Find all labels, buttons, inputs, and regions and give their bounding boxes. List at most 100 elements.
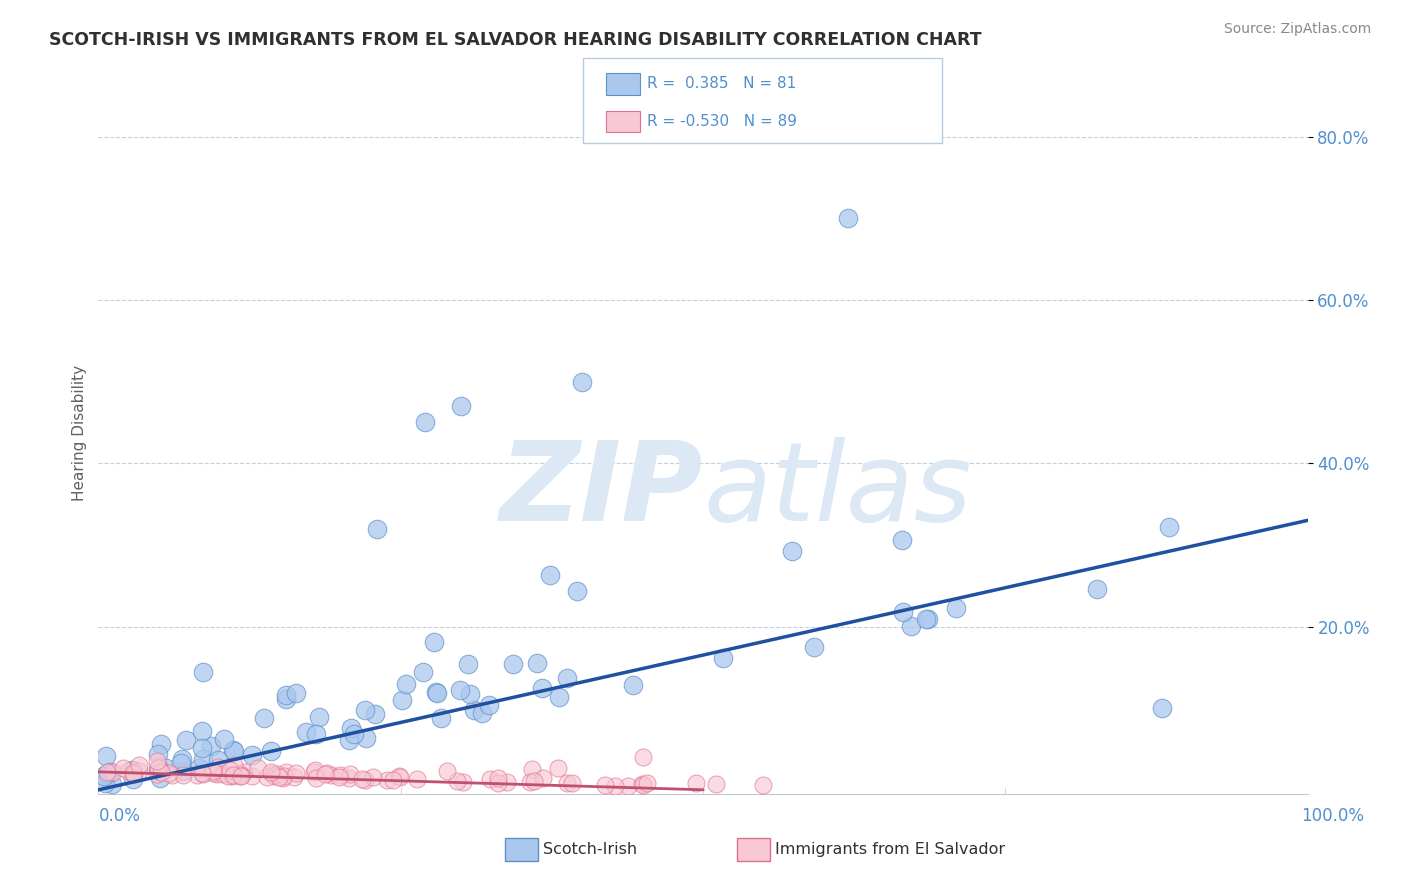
Point	[837, 211, 859, 226]
Point	[502, 657, 524, 672]
Point	[891, 605, 914, 619]
Point	[231, 768, 253, 782]
Point	[193, 767, 215, 781]
Point	[304, 763, 326, 777]
Point	[221, 769, 243, 783]
Point	[149, 771, 172, 785]
Point	[406, 772, 429, 786]
Point	[337, 772, 360, 786]
Point	[704, 777, 727, 791]
Point	[605, 779, 627, 793]
Point	[339, 766, 361, 780]
Point	[555, 671, 578, 685]
Text: ZIP: ZIP	[499, 437, 703, 544]
Point	[636, 776, 658, 790]
Point	[486, 776, 509, 790]
Point	[436, 764, 458, 779]
Text: Source: ZipAtlas.com: Source: ZipAtlas.com	[1223, 22, 1371, 37]
Point	[207, 767, 229, 781]
Point	[122, 772, 145, 787]
Point	[233, 765, 256, 780]
Point	[900, 618, 922, 632]
Point	[229, 769, 252, 783]
Point	[93, 769, 115, 783]
Point	[593, 778, 616, 792]
Point	[547, 761, 569, 775]
Point	[207, 760, 229, 774]
Point	[329, 768, 352, 782]
Point	[94, 748, 117, 763]
Text: 100.0%: 100.0%	[1301, 807, 1364, 825]
Point	[425, 685, 447, 699]
Point	[343, 727, 366, 741]
Point	[631, 778, 654, 792]
Text: Scotch-Irish: Scotch-Irish	[543, 842, 637, 856]
Point	[478, 772, 501, 787]
Point	[413, 416, 436, 430]
Point	[630, 777, 652, 791]
Point	[423, 635, 446, 649]
Point	[451, 775, 474, 789]
Point	[246, 762, 269, 776]
Point	[561, 776, 583, 790]
Text: atlas: atlas	[703, 437, 972, 544]
Point	[945, 601, 967, 615]
Point	[207, 753, 229, 767]
Point	[363, 706, 385, 721]
Point	[273, 769, 295, 783]
Point	[128, 764, 150, 779]
Point	[530, 681, 553, 696]
Point	[170, 756, 193, 770]
Point	[526, 656, 548, 670]
Point	[478, 698, 501, 712]
Point	[522, 763, 544, 777]
Point	[224, 744, 246, 758]
Point	[172, 764, 194, 778]
Point	[222, 757, 245, 772]
Point	[429, 711, 451, 725]
Point	[117, 764, 139, 778]
Point	[218, 763, 240, 777]
Point	[128, 758, 150, 772]
Point	[111, 761, 134, 775]
Point	[146, 760, 169, 774]
Point	[150, 765, 173, 780]
Point	[354, 772, 377, 787]
Point	[193, 665, 215, 679]
Point	[212, 767, 235, 781]
Point	[486, 771, 509, 785]
Point	[685, 776, 707, 790]
Text: Immigrants from El Salvador: Immigrants from El Salvador	[775, 842, 1005, 856]
Y-axis label: Hearing Disability: Hearing Disability	[72, 365, 87, 500]
Point	[100, 765, 122, 780]
Point	[555, 775, 578, 789]
Point	[260, 764, 283, 779]
Point	[172, 752, 194, 766]
Point	[366, 522, 388, 536]
Point	[266, 767, 288, 781]
Point	[267, 770, 290, 784]
Point	[101, 764, 124, 779]
Point	[915, 612, 938, 626]
Point	[186, 768, 208, 782]
Point	[202, 764, 225, 778]
Point	[148, 747, 170, 761]
Point	[149, 764, 172, 779]
Point	[617, 779, 640, 793]
Point	[361, 770, 384, 784]
Point	[780, 544, 803, 558]
Point	[375, 773, 398, 788]
Point	[146, 755, 169, 769]
Point	[200, 739, 222, 753]
Point	[283, 770, 305, 784]
Point	[285, 686, 308, 700]
Point	[395, 677, 418, 691]
Point	[148, 760, 170, 774]
Point	[274, 764, 297, 779]
Point	[328, 770, 350, 784]
Point	[571, 375, 593, 389]
Point	[94, 767, 117, 781]
Point	[450, 399, 472, 413]
Point	[122, 765, 145, 780]
Point	[240, 769, 263, 783]
